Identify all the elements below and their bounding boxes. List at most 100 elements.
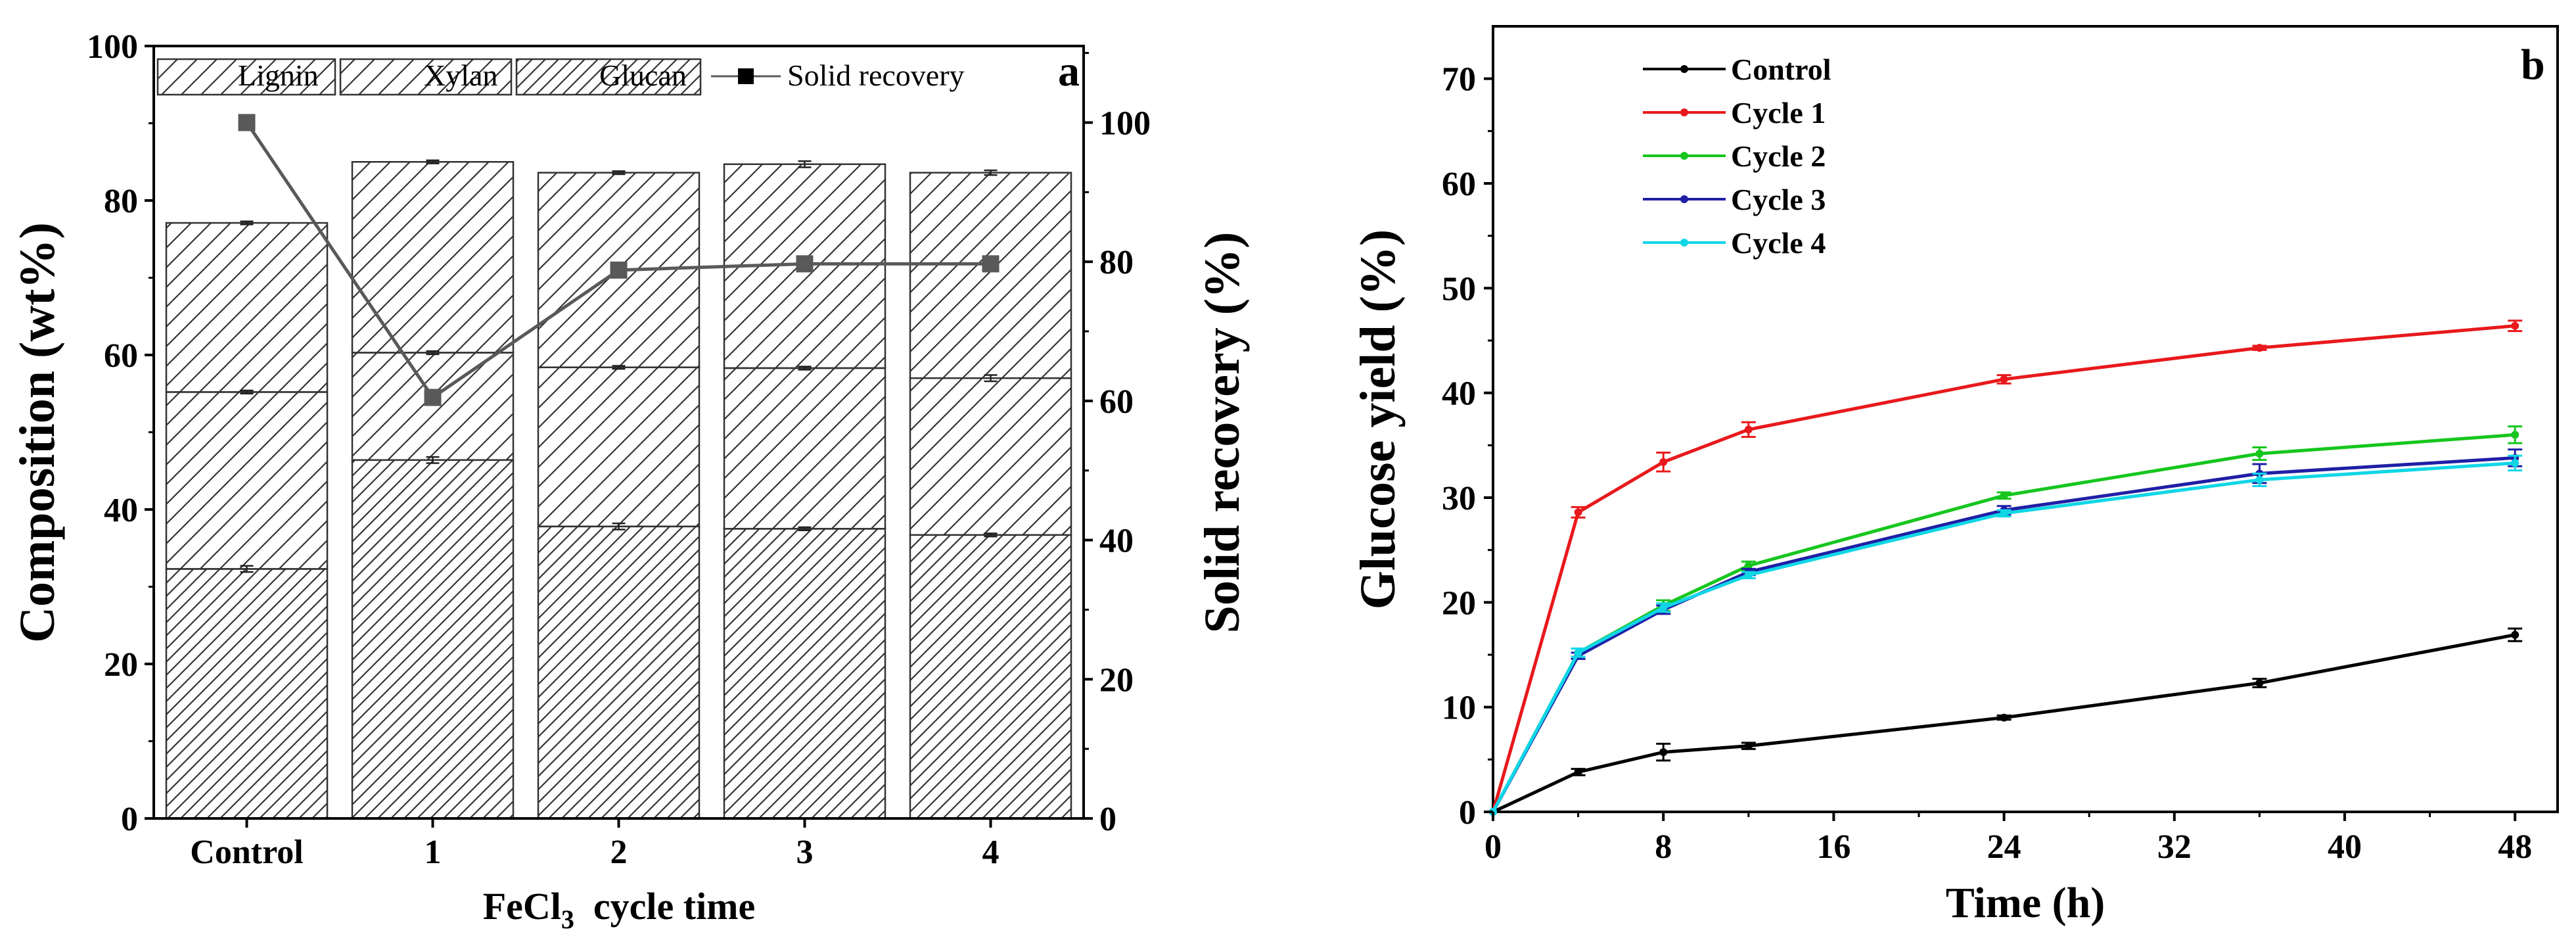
- bar-xylan-2: [537, 366, 701, 528]
- legend-marker-cycle-3: [1680, 195, 1688, 203]
- legend-marker-control: [1680, 65, 1688, 73]
- bar-xylan-1: [351, 352, 515, 461]
- xlabel-subscript: 3: [561, 905, 574, 934]
- legend-label-xylan: Xylan: [424, 59, 497, 92]
- right-y-axis-title: Solid recovery (%): [1195, 232, 1250, 634]
- panel-a-legend: Lignin Xylan Glucan Solid recovery: [156, 58, 965, 96]
- x-axis-ticks: Control 1 2 3 4: [190, 818, 1000, 871]
- legend-marker-cycle-2: [1680, 152, 1688, 160]
- right-y-tick-label: 100: [1099, 105, 1151, 142]
- bar-xylan-control: [165, 391, 329, 570]
- bar-error-bars: [240, 159, 998, 573]
- x-tick-label: 32: [2157, 828, 2192, 866]
- bar-xylan-4: [909, 377, 1072, 536]
- x-tick-label-3: 3: [796, 834, 814, 871]
- bar-glucan-control: [165, 568, 329, 820]
- data-point-cycle-2: [1744, 561, 1753, 570]
- y-tick-label: 50: [1442, 270, 1476, 308]
- right-y-tick-label: 0: [1099, 801, 1116, 838]
- panel-b-chart: 0 10 20 30 40 50 60 70 0 8 16 24 32 40 48 Control Cycl…: [1350, 25, 2559, 927]
- solid-recovery-marker-1: [424, 389, 442, 406]
- panel-a-letter: a: [1058, 47, 1080, 95]
- y-tick-label: 60: [1442, 166, 1476, 203]
- solid-recovery-marker-2: [610, 261, 628, 279]
- bar-glucan-2: [537, 525, 701, 820]
- data-point-control: [2511, 630, 2519, 639]
- legend-marker-solid-recovery: [738, 68, 754, 84]
- solid-recovery-marker-4: [982, 255, 1000, 273]
- x-tick-label: 8: [1655, 828, 1672, 866]
- bar-glucan-4: [909, 534, 1072, 820]
- x-tick-label-control: Control: [190, 834, 303, 871]
- data-point-cycle-1: [2511, 321, 2519, 330]
- bar-lignin-control: [165, 222, 329, 393]
- solid-recovery-marker-3: [796, 255, 814, 273]
- data-point-cycle-1: [1744, 425, 1753, 434]
- y-tick-label: 30: [1442, 480, 1476, 517]
- legend-label-cycle-2: Cycle 2: [1731, 139, 1826, 173]
- data-point-cycle-2: [2255, 450, 2264, 458]
- x-tick-label: 24: [1987, 828, 2021, 866]
- y-tick-label: 10: [1442, 690, 1476, 727]
- left-y-tick-label: 100: [87, 28, 138, 66]
- data-point-cycle-4: [2000, 509, 2008, 517]
- y-tick-label: 20: [1442, 584, 1476, 622]
- solid-recovery-marker-control: [238, 114, 256, 131]
- panel-b-legend: Control Cycle 1 Cycle 2 Cycle 3 Cycle 4: [1643, 53, 1831, 260]
- legend-swatch-lignin: [156, 58, 336, 96]
- bar-lignin-1: [351, 161, 515, 354]
- data-point-control: [2000, 713, 2008, 722]
- left-y-tick-label: 40: [104, 492, 138, 529]
- x-tick-label: 0: [1484, 828, 1502, 866]
- left-y-axis-title: Composition (wt%): [10, 222, 65, 643]
- y-tick-label: 70: [1442, 61, 1476, 99]
- left-y-axis-ticks: 0 20 40 60 80 100: [87, 28, 154, 838]
- legend-swatch-glucan: [515, 58, 702, 96]
- data-point-cycle-1: [2000, 375, 2008, 383]
- xlabel-main: FeCl: [483, 885, 561, 928]
- data-point-control: [1574, 768, 1582, 776]
- series-line-control: [1492, 633, 2516, 814]
- panel-b-y-axis-ticks: 0 10 20 30 40 50 60 70: [1442, 61, 1493, 832]
- data-point-cycle-4: [1659, 603, 1668, 612]
- legend-label-lignin: Lignin: [238, 59, 319, 92]
- data-point-cycle-1: [1574, 508, 1582, 517]
- panel-b-letter: b: [2521, 41, 2545, 89]
- legend-label-glucan: Glucan: [599, 59, 687, 92]
- left-y-tick-label: 20: [104, 646, 138, 684]
- right-y-tick-label: 20: [1099, 661, 1134, 699]
- x-tick-label-1: 1: [425, 834, 442, 871]
- x-tick-label-2: 2: [610, 834, 628, 871]
- legend-swatch-xylan: [339, 58, 513, 96]
- legend-marker-cycle-4: [1680, 239, 1688, 247]
- data-point-control: [1659, 748, 1668, 757]
- bar-xylan-3: [723, 367, 886, 530]
- legend-label-cycle-4: Cycle 4: [1731, 226, 1826, 260]
- data-point-control: [2255, 679, 2264, 688]
- glucose-yield-series: [1489, 319, 2523, 816]
- stacked-bars: [165, 161, 1072, 820]
- legend-label-cycle-1: Cycle 1: [1731, 96, 1826, 130]
- data-point-cycle-2: [2511, 431, 2519, 439]
- panel-a-chart: 0 20 40 60 80 100 0 20 40 60 80 100 Control 1 2 3 4 Li…: [10, 28, 1250, 934]
- legend-marker-cycle-1: [1680, 108, 1688, 116]
- right-y-tick-label: 80: [1099, 244, 1134, 281]
- data-point-cycle-4: [2255, 475, 2264, 484]
- panel-a-x-axis-title: FeCl3 cycle time: [483, 885, 756, 934]
- legend-label-control: Control: [1731, 53, 1831, 86]
- x-tick-label: 48: [2498, 828, 2532, 866]
- x-tick-label: 40: [2328, 828, 2362, 866]
- data-point-cycle-1: [2255, 344, 2264, 352]
- data-point-cycle-4: [1574, 648, 1582, 657]
- data-point-control: [1744, 742, 1753, 750]
- right-y-tick-label: 40: [1099, 523, 1134, 560]
- bar-lignin-4: [909, 172, 1072, 379]
- y-tick-label: 40: [1442, 375, 1476, 413]
- data-point-cycle-2: [2000, 491, 2008, 500]
- solid-recovery-series: [238, 114, 1000, 406]
- right-y-tick-label: 60: [1099, 383, 1134, 421]
- xlabel-rest: cycle time: [574, 885, 755, 928]
- data-point-cycle-1: [1659, 458, 1668, 466]
- x-tick-label: 16: [1816, 828, 1851, 866]
